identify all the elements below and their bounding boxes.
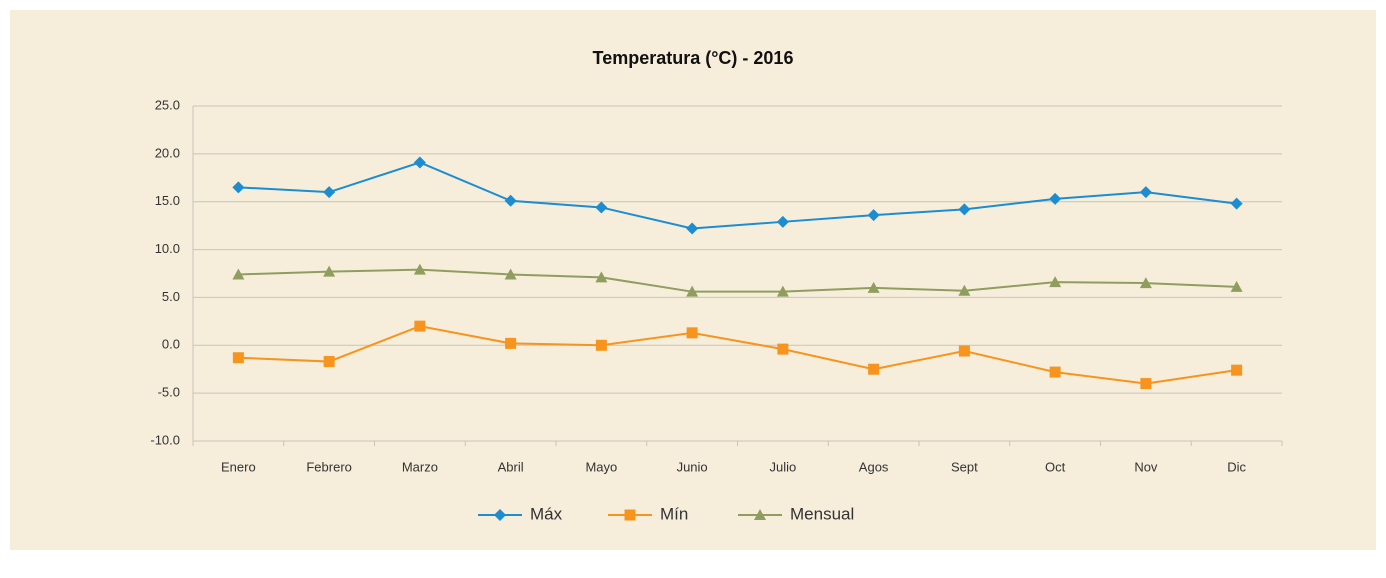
x-tick-label: Julio (770, 459, 797, 474)
x-tick-label: Febrero (306, 459, 352, 474)
y-tick-label: 20.0 (155, 145, 180, 160)
legend-label: Máx (530, 504, 563, 523)
series-line (238, 268, 1237, 293)
legend-marker (754, 509, 766, 520)
data-point (776, 285, 789, 297)
data-point (776, 215, 789, 228)
data-point (1140, 378, 1152, 390)
data-point (595, 201, 608, 214)
data-point (867, 281, 880, 293)
data-point (686, 285, 699, 297)
x-tick-label: Nov (1134, 459, 1158, 474)
data-point (1049, 192, 1062, 205)
y-tick-label: 10.0 (155, 241, 180, 256)
x-tick-label: Sept (951, 459, 978, 474)
data-point (1049, 366, 1061, 378)
legend-label: Mín (660, 504, 688, 523)
y-tick-label: 0.0 (162, 337, 180, 352)
data-point (1049, 276, 1062, 288)
data-point (414, 320, 426, 332)
data-point (868, 363, 880, 375)
legend-marker (624, 509, 636, 521)
data-point (504, 268, 517, 280)
data-point (232, 181, 245, 194)
data-point (504, 194, 517, 207)
series-line (238, 325, 1237, 385)
x-tick-label: Agos (859, 459, 889, 474)
x-tick-label: Mayo (585, 459, 617, 474)
data-point (595, 339, 607, 351)
series-line (238, 161, 1237, 230)
data-point (958, 203, 971, 216)
data-point (1139, 277, 1152, 289)
data-point (232, 268, 245, 280)
x-tick-label: Abril (498, 459, 524, 474)
data-point (413, 263, 426, 275)
data-point (777, 343, 789, 355)
data-point (595, 271, 608, 283)
data-point (1139, 186, 1152, 199)
x-tick-label: Oct (1045, 459, 1066, 474)
x-tick-label: Junio (677, 459, 708, 474)
data-point (323, 265, 336, 277)
chart-panel (10, 10, 1376, 550)
y-tick-label: 5.0 (162, 289, 180, 304)
data-point (686, 222, 699, 235)
x-tick-label: Marzo (402, 459, 438, 474)
data-point (958, 284, 971, 296)
y-tick-label: -5.0 (158, 385, 180, 400)
chart-title: Temperatura (°C) - 2016 (593, 48, 794, 68)
legend-marker (494, 509, 506, 521)
data-point (505, 337, 517, 349)
data-point (413, 156, 426, 169)
data-point (686, 327, 698, 339)
data-point (1230, 197, 1243, 210)
data-point (323, 186, 336, 199)
data-point (323, 356, 335, 368)
x-tick-label: Enero (221, 459, 256, 474)
data-point (232, 352, 244, 364)
legend-label: Mensual (790, 504, 854, 523)
x-tick-label: Dic (1227, 459, 1246, 474)
data-point (1230, 280, 1243, 292)
y-tick-label: 15.0 (155, 193, 180, 208)
data-point (1231, 364, 1243, 376)
data-point (958, 345, 970, 357)
data-point (867, 209, 880, 222)
y-tick-label: -10.0 (150, 432, 180, 447)
y-tick-label: 25.0 (155, 97, 180, 112)
